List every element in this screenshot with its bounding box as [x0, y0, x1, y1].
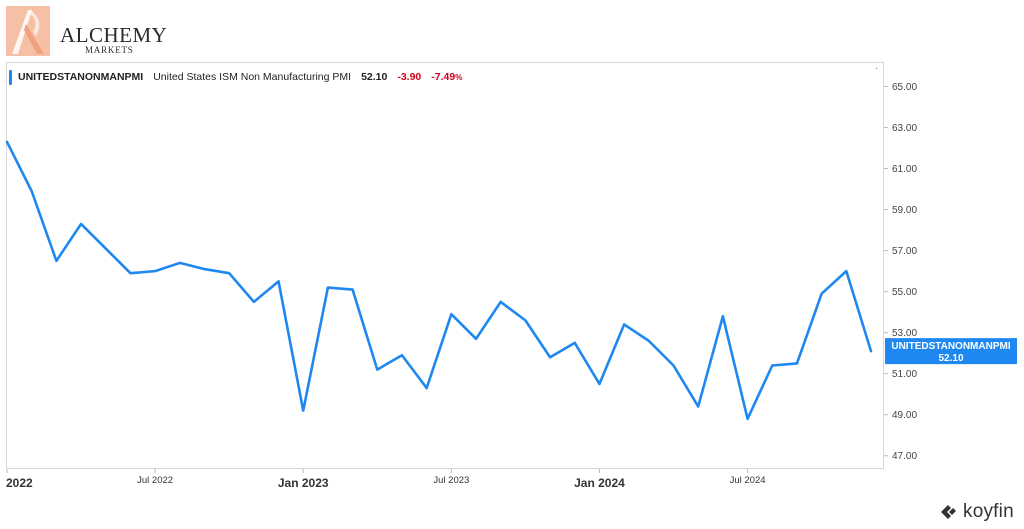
- chart-area: [6, 62, 884, 469]
- legend-change-pct: -7.49%: [431, 71, 462, 83]
- koyfin-label: koyfin: [963, 501, 1014, 522]
- y-tick-label: 57.00: [892, 246, 917, 257]
- y-tick-label: 63.00: [892, 123, 917, 134]
- y-tick-label: 59.00: [892, 205, 917, 216]
- x-tick-label: Jan 2024: [574, 476, 625, 490]
- y-axis: 47.00 49.00 51.00 53.00 55.00 57.00 59.00 61.00…: [884, 82, 917, 462]
- chart-menu-dot[interactable]: ·: [875, 63, 879, 74]
- last-value-tag-ticker: UNITEDSTANONMANPMI: [891, 341, 1010, 352]
- x-tick-label: Jul 2022: [137, 475, 173, 486]
- series-color-swatch: [9, 69, 12, 85]
- legend-value: 52.10: [361, 71, 388, 83]
- y-tick-label: 49.00: [892, 410, 917, 421]
- brand-subtitle: MARKETS: [85, 45, 134, 55]
- y-tick-label: 47.00: [892, 451, 917, 462]
- x-tick-label: Jul 2024: [730, 475, 766, 486]
- legend-description: United States ISM Non Manufacturing PMI: [153, 71, 352, 83]
- x-tick-label: 2022: [6, 476, 33, 490]
- koyfin-watermark: koyfin: [938, 500, 1014, 524]
- y-tick-label: 53.00: [892, 328, 917, 339]
- series-legend: UNITEDSTANONMANPMI United States ISM Non…: [9, 67, 462, 87]
- last-value-tag-value: 52.10: [938, 353, 963, 364]
- koyfin-logo-icon: [941, 505, 956, 519]
- y-tick-label: 61.00: [892, 164, 917, 175]
- legend-change: -3.90: [397, 71, 422, 83]
- series-layer: [5, 140, 873, 421]
- y-tick-label: 55.00: [892, 287, 917, 298]
- x-tick-label: Jan 2023: [278, 476, 329, 490]
- brand-name: ALCHEMY: [60, 23, 168, 47]
- legend-change-pct-value: -7.49: [431, 71, 456, 83]
- y-tick-label: 65.00: [892, 82, 917, 93]
- x-axis: 2022 Jul 2022 Jan 2023 Jul 2023 Jan 2024 Jul …: [6, 469, 766, 490]
- alchemy-logo-mark-icon: [6, 6, 50, 56]
- series-line: [5, 140, 873, 421]
- legend-pct-symbol: %: [455, 73, 463, 82]
- last-value-tag-bg: [885, 338, 1017, 365]
- y-tick-label: 51.00: [892, 369, 917, 380]
- x-tick-label: Jul 2023: [433, 475, 469, 486]
- legend-ticker: UNITEDSTANONMANPMI: [18, 71, 144, 83]
- alchemy-logo: ALCHEMY MARKETS: [6, 6, 168, 58]
